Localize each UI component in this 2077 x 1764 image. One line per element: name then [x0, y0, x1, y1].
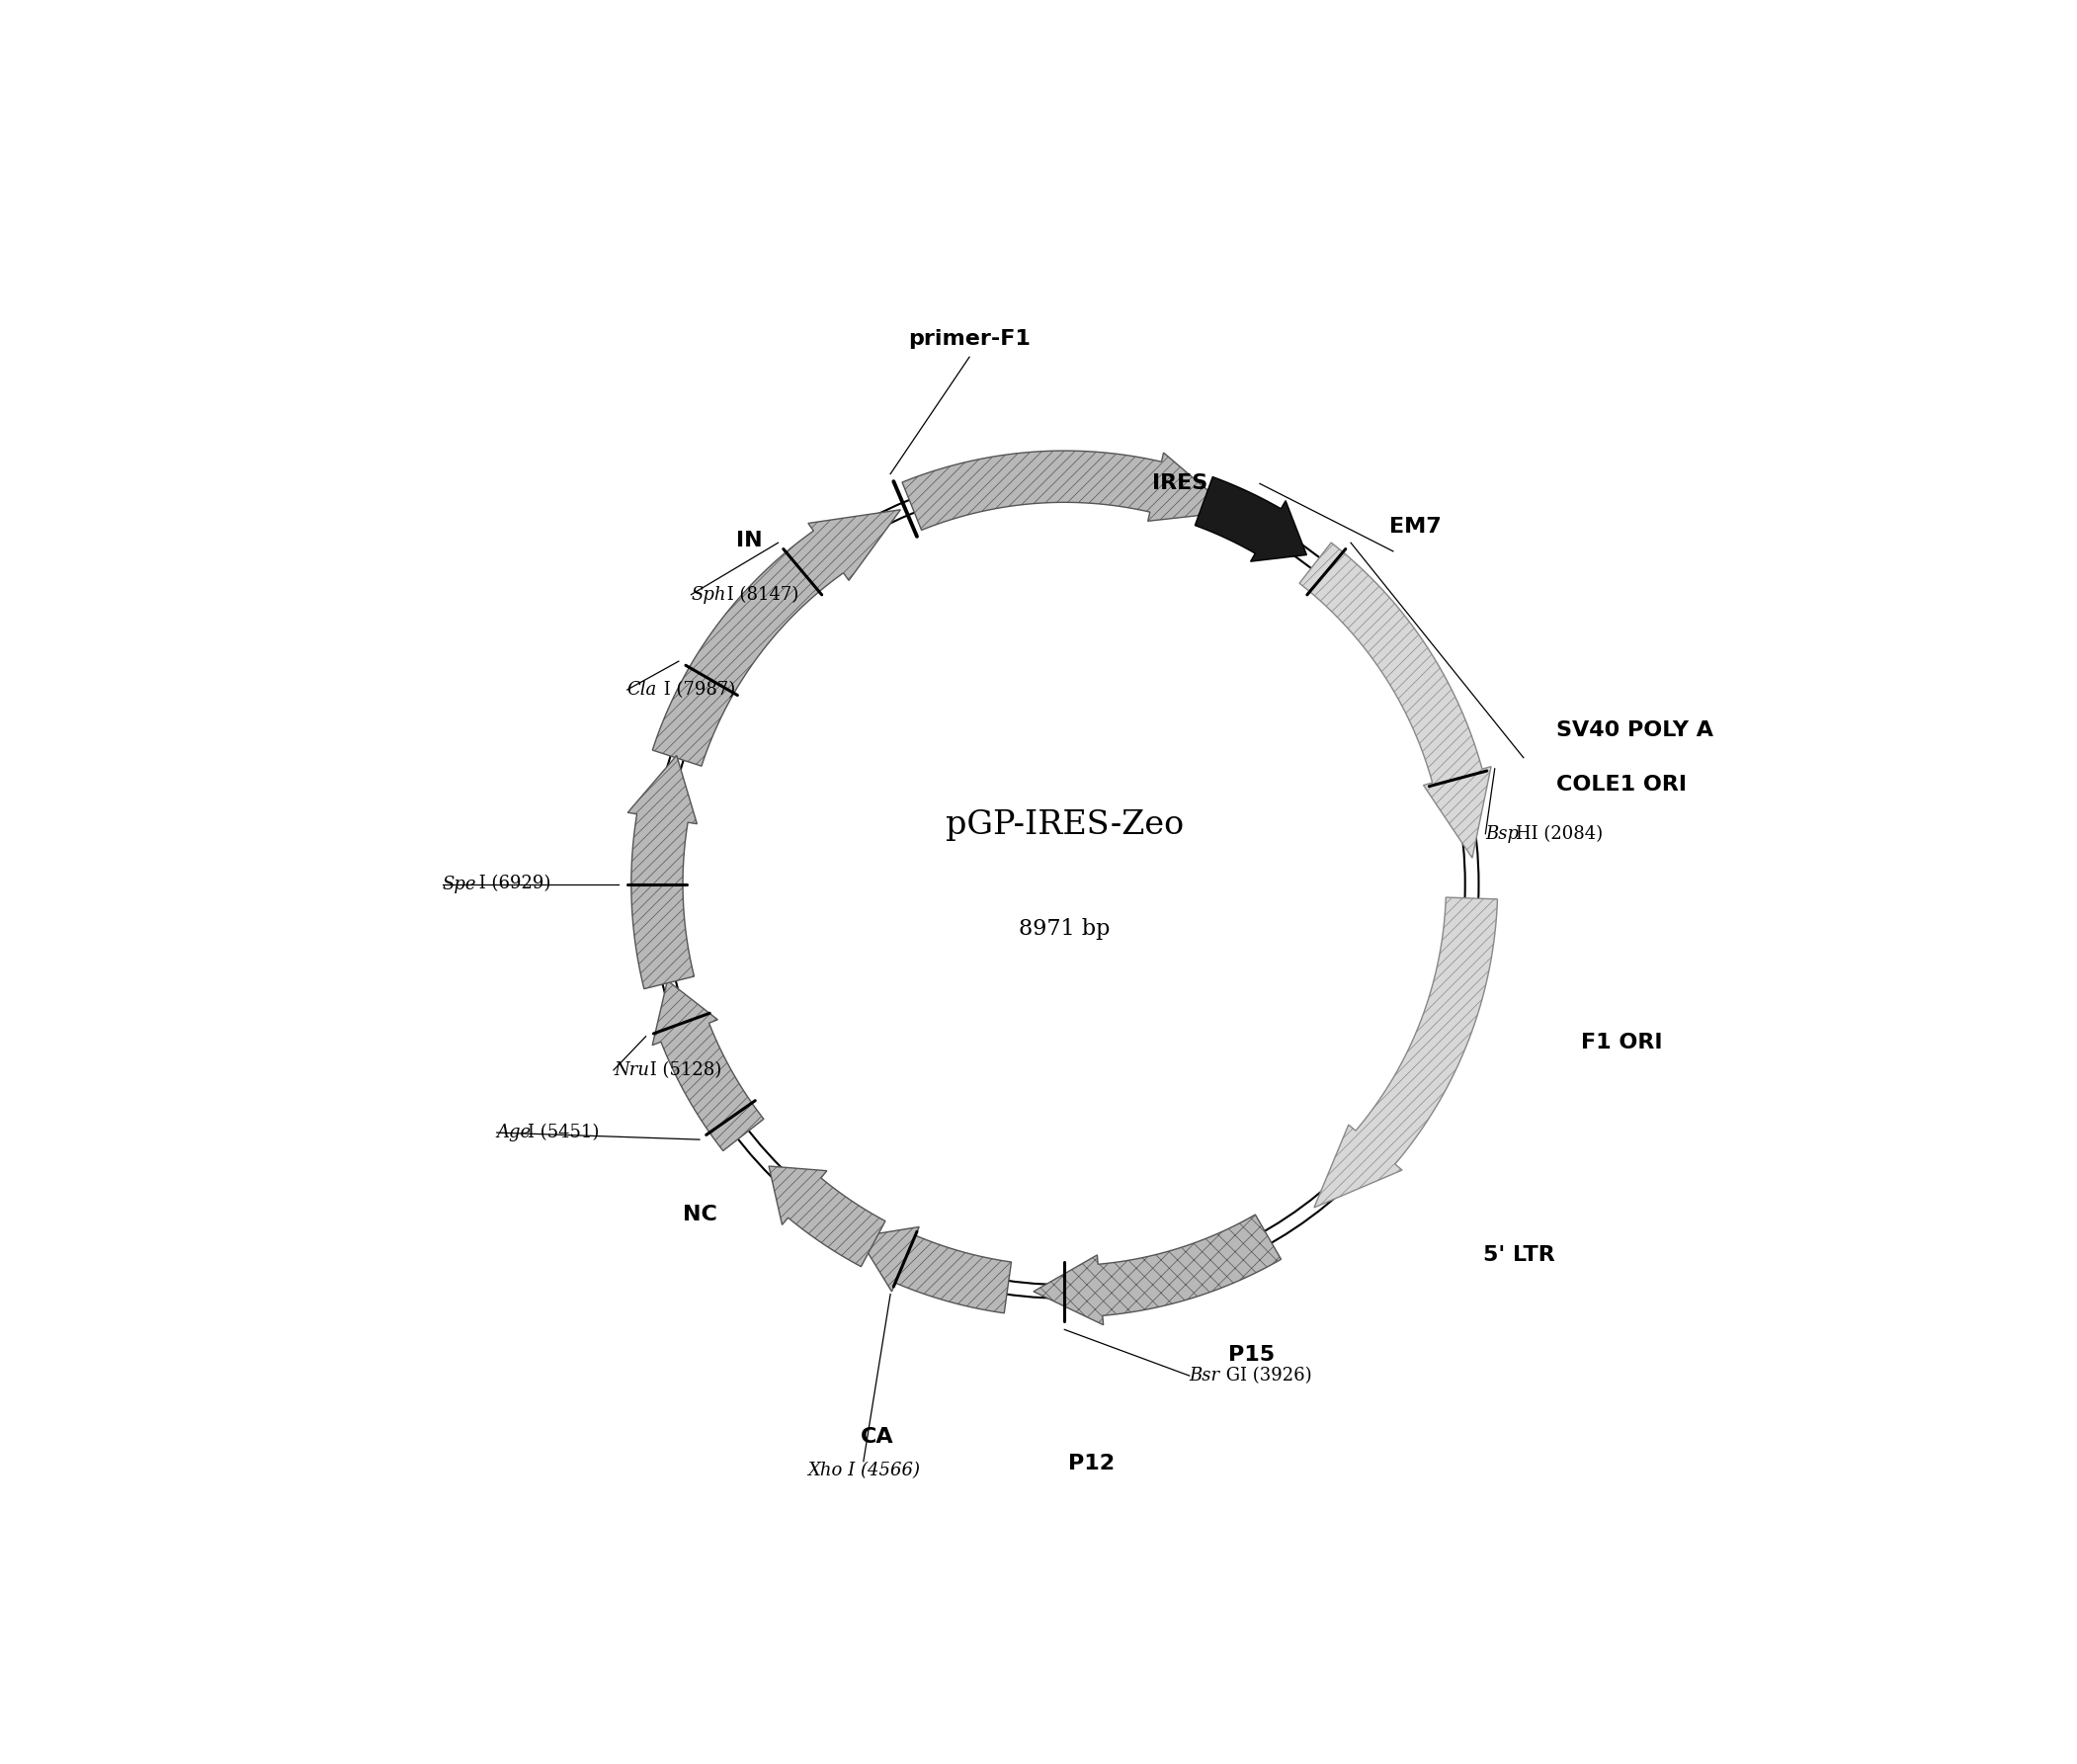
Text: P12: P12 [1068, 1454, 1115, 1475]
Text: pGP-IRES-Zeo: pGP-IRES-Zeo [945, 810, 1184, 841]
Text: I (6929): I (6929) [474, 875, 550, 893]
Polygon shape [1194, 476, 1306, 561]
Text: Nru: Nru [613, 1062, 650, 1080]
Text: I (5128): I (5128) [644, 1062, 721, 1080]
Text: Xho I (4566): Xho I (4566) [808, 1461, 920, 1478]
Text: F1 ORI: F1 ORI [1581, 1034, 1662, 1053]
Text: I (5451): I (5451) [528, 1124, 598, 1141]
Text: GI (3926): GI (3926) [1219, 1367, 1313, 1385]
Polygon shape [858, 1228, 1011, 1312]
Text: SV40 POLY A: SV40 POLY A [1556, 721, 1714, 741]
Text: IN: IN [735, 531, 762, 550]
Polygon shape [1034, 1215, 1282, 1325]
Text: Bsr: Bsr [1190, 1367, 1219, 1385]
Text: P15: P15 [1230, 1346, 1275, 1365]
Text: NC: NC [683, 1205, 719, 1224]
Polygon shape [901, 452, 1234, 531]
Polygon shape [1300, 543, 1491, 857]
Text: I (7987): I (7987) [658, 681, 735, 699]
Text: Age: Age [496, 1124, 532, 1141]
Polygon shape [652, 510, 901, 766]
Polygon shape [627, 755, 698, 990]
Text: IRES: IRES [1153, 473, 1207, 494]
Polygon shape [768, 1166, 885, 1267]
Text: Cla: Cla [627, 681, 656, 699]
Text: 5' LTR: 5' LTR [1483, 1245, 1556, 1265]
Text: Spe: Spe [442, 875, 476, 893]
Text: CA: CA [860, 1427, 893, 1446]
Text: EM7: EM7 [1390, 517, 1441, 536]
Text: 8971 bp: 8971 bp [1020, 917, 1109, 940]
Text: I (8147): I (8147) [721, 586, 800, 603]
Text: primer-F1: primer-F1 [908, 330, 1030, 349]
Text: HI (2084): HI (2084) [1516, 826, 1603, 843]
Polygon shape [652, 981, 764, 1150]
Text: Sph: Sph [692, 586, 727, 603]
Text: COLE1 ORI: COLE1 ORI [1556, 774, 1687, 796]
Polygon shape [1315, 898, 1498, 1208]
Text: Bsp: Bsp [1485, 826, 1518, 843]
